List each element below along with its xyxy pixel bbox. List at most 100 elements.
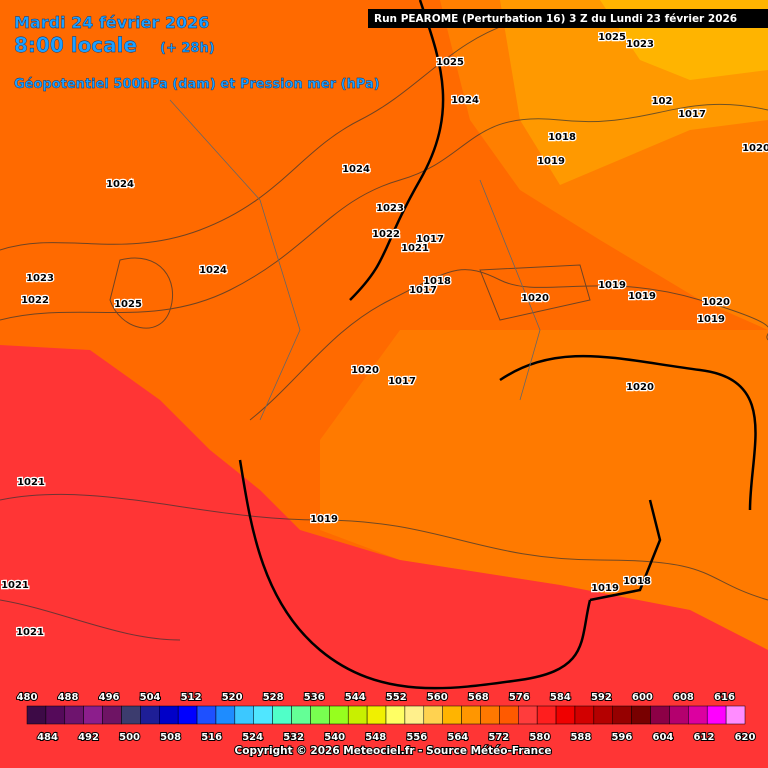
scale-swatch [612,705,632,725]
scale-swatch [385,705,406,725]
isobar-label: 1018 [423,276,451,287]
scale-label: 524 [242,732,263,743]
scale-swatch [272,705,292,725]
scale-swatch [310,705,330,725]
scale-label: 480 [17,692,38,703]
isobar-label: 1021 [1,580,29,591]
isobar-label: 1024 [199,265,227,276]
isobar-label: 1019 [310,514,338,525]
scale-swatch [83,705,103,725]
scale-label: 608 [673,692,694,703]
coastline [238,0,757,690]
scale-label: 516 [201,732,222,743]
isobar-label: 1023 [626,39,654,50]
scale-label: 548 [365,732,386,743]
scale-label: 532 [283,732,304,743]
scale-label: 560 [427,692,448,703]
isobar-label: 1017 [416,234,444,245]
scale-swatch [121,705,141,725]
isobar-label: 1018 [548,132,576,143]
time: 8:00 locale [14,33,137,57]
scale-label: 592 [591,692,612,703]
copyright: Copyright © 2026 Meteociel.fr - Source M… [235,745,552,757]
isobar-label: 1020 [702,297,730,308]
isobar-label: 102 [652,96,673,107]
isobar-label: 1025 [436,57,464,68]
scale-label: 580 [529,732,550,743]
isobar-label: 1020 [521,293,549,304]
isobar-label: 1017 [678,109,706,120]
scale-label: 620 [735,732,756,743]
isobar-label: 1020 [626,382,654,393]
zone-580b [320,330,768,650]
scale-swatch [102,705,122,725]
scale-swatch [706,705,727,725]
scale-swatch [442,705,462,725]
scale-label: 572 [488,732,509,743]
isobar-label: 1017 [388,376,416,387]
isobar-label: 1022 [21,295,49,306]
isobar-label: 1018 [623,576,651,587]
scale-swatch [536,705,557,725]
scale-label: 556 [406,732,427,743]
scale-label: 500 [119,732,140,743]
scale-swatch [45,705,66,725]
isobar-label: 1023 [26,273,54,284]
scale-swatch [329,705,349,725]
scale-swatch [291,705,311,725]
scale-swatch [366,705,387,725]
isobar-label: 1023 [376,203,404,214]
scale-swatch [159,705,179,725]
isobar-label: 1019 [598,280,626,291]
isobar-label: 1024 [342,164,370,175]
scale-swatch [725,705,746,725]
isobar-label: 1025 [114,299,142,310]
scale-swatch [480,705,500,725]
scale-swatch [669,705,689,725]
isobar-labels: 1025 1025 1023 1024 102 1017 1018 1019 1020 1024 1… [0,31,768,640]
scale-label: 496 [99,692,120,703]
scale-swatch [234,705,254,725]
scale-label: 504 [140,692,161,703]
isobar-label: 1019 [537,156,565,167]
isobar-label: 1020 [742,143,768,154]
isobar-label: 1024 [106,179,134,190]
scale-label: 552 [386,692,407,703]
isobar-label: 1024 [451,95,479,106]
scale-swatch [423,705,443,725]
isobar-label: 1021 [16,627,44,638]
scale-label: 612 [694,732,715,743]
scale-label: 540 [324,732,345,743]
scale-swatch [688,705,708,725]
scale-label: 600 [632,692,653,703]
scale-label: 492 [78,732,99,743]
scale-swatch [518,705,538,725]
scale-swatch [650,705,670,725]
scale-swatch [64,705,84,725]
scale-swatch [593,705,613,725]
scale-label: 564 [447,732,468,743]
scale-label: 588 [570,732,591,743]
isobar-label: 1021 [401,243,429,254]
scale-label: 520 [222,692,243,703]
scale-swatch [26,705,47,725]
scale-label: 484 [37,732,58,743]
scale-swatch [215,705,236,725]
date: Mardi 24 février 2026 [14,13,209,32]
scale-swatch [461,705,481,725]
scale-label: 604 [653,732,674,743]
scale-label: 568 [468,692,489,703]
scale-label: 508 [160,732,181,743]
scale-swatch [177,705,198,725]
isobars [0,19,768,641]
scale-label: 544 [345,692,366,703]
scale-swatch [404,705,425,725]
scale-label: 576 [509,692,530,703]
isobar-label: 1022 [372,229,400,240]
run-banner [368,9,768,28]
field-name: Géopotentiel 500hPa (dam) et Pression me… [14,77,380,92]
scale-swatch [574,705,595,725]
scale-swatch [253,705,273,725]
